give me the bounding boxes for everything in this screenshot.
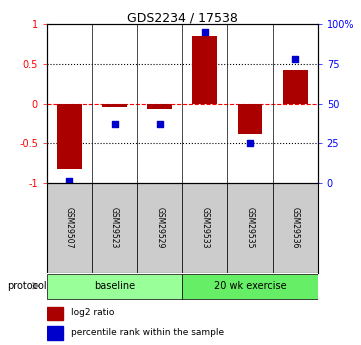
Bar xyxy=(47,274,182,299)
Point xyxy=(202,29,208,35)
Point xyxy=(157,121,162,127)
Text: GSM29536: GSM29536 xyxy=(291,207,300,248)
Point xyxy=(292,56,298,62)
Text: GSM29535: GSM29535 xyxy=(245,207,255,248)
Bar xyxy=(102,104,127,108)
Bar xyxy=(227,183,273,273)
Point xyxy=(112,121,118,127)
Bar xyxy=(182,183,227,273)
Bar xyxy=(238,104,262,134)
Text: 20 wk exercise: 20 wk exercise xyxy=(214,281,286,291)
Text: protocol: protocol xyxy=(7,282,47,291)
Text: GSM29507: GSM29507 xyxy=(65,207,74,248)
Text: log2 ratio: log2 ratio xyxy=(71,308,115,317)
Bar xyxy=(137,183,182,273)
Bar xyxy=(273,183,318,273)
Text: baseline: baseline xyxy=(94,281,135,291)
Title: GDS2234 / 17538: GDS2234 / 17538 xyxy=(127,11,238,24)
Text: GSM29529: GSM29529 xyxy=(155,207,164,248)
Bar xyxy=(92,183,137,273)
Bar xyxy=(47,183,92,273)
Bar xyxy=(47,307,63,320)
Bar xyxy=(182,274,318,299)
Point xyxy=(67,178,73,184)
Bar xyxy=(57,104,82,169)
Text: percentile rank within the sample: percentile rank within the sample xyxy=(71,328,225,337)
Text: GSM29533: GSM29533 xyxy=(200,207,209,248)
Bar xyxy=(283,70,308,104)
Bar xyxy=(147,104,172,109)
Bar xyxy=(47,326,63,339)
Text: GSM29523: GSM29523 xyxy=(110,207,119,248)
Point xyxy=(247,140,253,146)
Bar xyxy=(192,36,217,104)
